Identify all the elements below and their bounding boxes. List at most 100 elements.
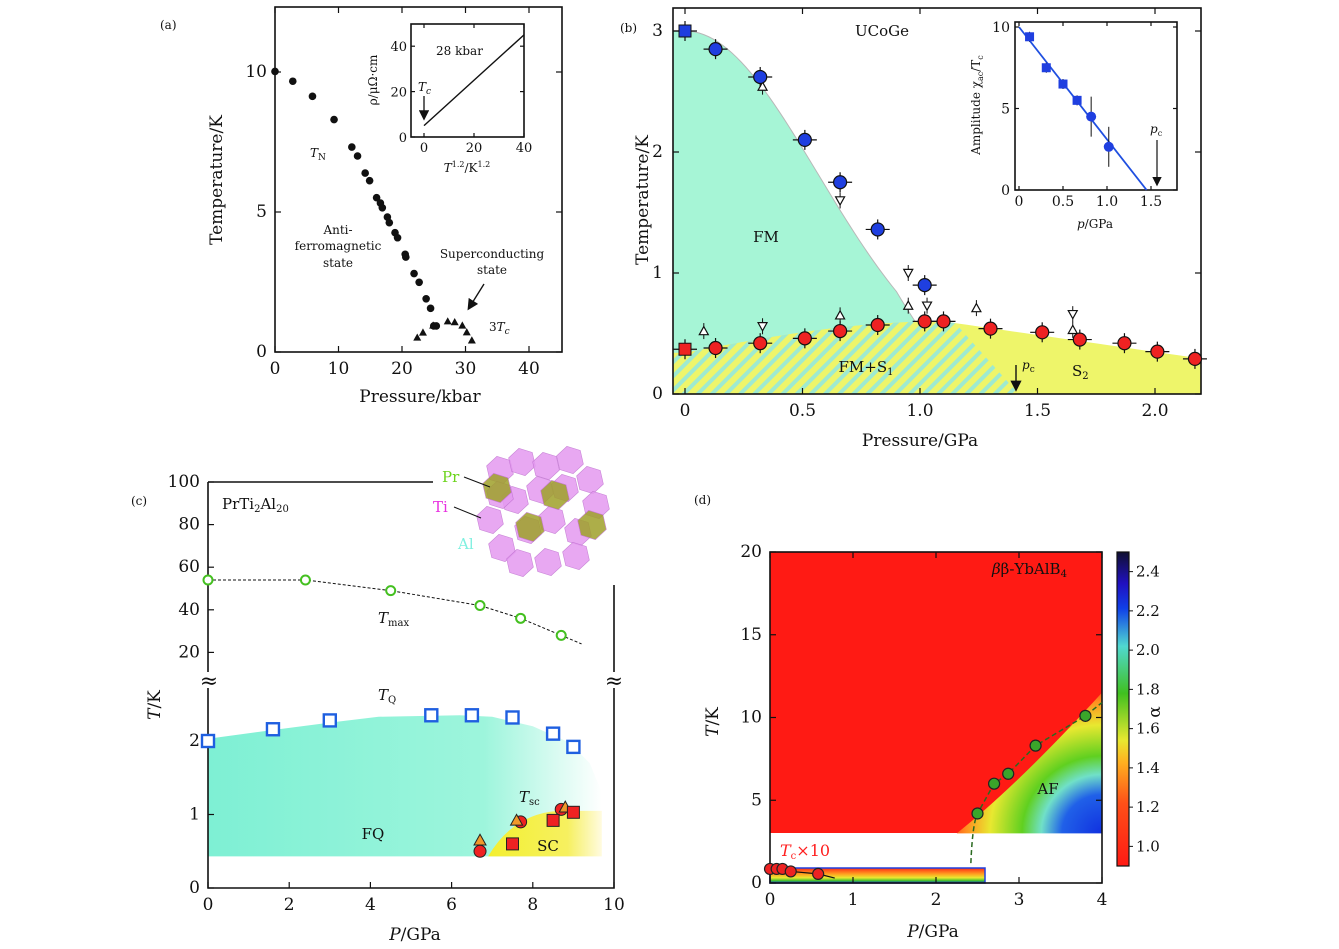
tq-point: [200, 733, 216, 749]
tn-point: [426, 304, 435, 313]
tn-point: [361, 169, 369, 177]
y-tick-label: 0: [256, 342, 267, 362]
x-tick-label: 0: [203, 895, 214, 915]
panel-c: (c) ≈ ≈ 0 2 4 6 8 10 20 40 60 80 100 0 1 2 Pr Ti Al P…: [131, 446, 628, 945]
tn-point: [422, 295, 430, 303]
tsc-point: [936, 314, 951, 329]
y-tick-label: 80: [178, 515, 200, 535]
label-tmax: Tmax: [378, 609, 409, 629]
y-axis-label-b: Temperature/K: [633, 135, 653, 265]
crystal-polyhedron: [577, 510, 607, 540]
x-tick-label: 20: [466, 141, 483, 156]
y-tick-label: 5: [1001, 102, 1010, 118]
tmax-point: [555, 629, 567, 641]
region-fq: [208, 715, 602, 857]
tsc-point: [983, 321, 998, 336]
crystal-polyhedron: [562, 542, 590, 570]
colorbar-tick-label: 1.6: [1136, 720, 1160, 738]
title-ucoge: UCoGe: [855, 22, 909, 40]
amplitude-point: [1103, 141, 1114, 152]
colorbar-tick-label: 1.0: [1136, 837, 1160, 855]
tmax-point: [202, 574, 214, 586]
inset-pc-label: pc: [1150, 122, 1163, 138]
x-tick-label: 1.0: [906, 401, 933, 421]
y-axis-label-d: T/K: [703, 707, 723, 737]
colorbar-tick-label: 2.2: [1136, 602, 1160, 620]
tsc-point: [797, 331, 812, 346]
x-tick-label: 1.0: [1096, 194, 1118, 210]
panel-label-d: (d): [694, 493, 711, 507]
x-axis-label-a: Pressure/kbar: [359, 387, 481, 407]
label-sc-2: state: [477, 263, 507, 277]
colorbar-label-alpha: α: [1145, 706, 1165, 718]
y-tick-label: 20: [740, 542, 762, 562]
x-tick-label: 10: [328, 359, 350, 379]
crystal-polyhedron: [534, 548, 562, 576]
inset-frame-b: [1014, 21, 1178, 191]
colorbar-tick-label: 1.4: [1136, 759, 1160, 777]
tmax-point: [385, 585, 397, 597]
tn-point: [402, 253, 410, 261]
heatmap-af-region: [956, 692, 1102, 834]
panel-label-b: (b): [620, 21, 637, 35]
x-tick-label: 20: [391, 359, 413, 379]
tn-point: [1002, 767, 1015, 780]
tcurie-point: [832, 175, 848, 190]
open-triangle-point: [921, 301, 933, 312]
y-tick-label: 0: [1001, 183, 1010, 199]
crystal-structure-image: [476, 446, 610, 577]
pr-pointer: [463, 476, 491, 488]
y-tick-label: 0: [751, 873, 762, 893]
tn-point: [348, 143, 356, 151]
crystal-label-pr: Pr: [442, 468, 460, 486]
y-tick-label: 2: [189, 731, 200, 751]
crystal-polyhedron: [515, 512, 545, 542]
tsc-circle-point: [473, 844, 487, 858]
colorbar-tick-label: 2.0: [1136, 641, 1160, 659]
x-tick-label: 40: [516, 141, 533, 156]
panel-a: (a) 0 10 20 30 40 0 5 10 Temperature/K Pressure…: [160, 6, 563, 407]
colorbar-tick-label: 1.8: [1136, 680, 1160, 698]
amplitude-point: [1072, 95, 1082, 105]
crystal-polyhedron: [506, 549, 534, 577]
tmax-point: [474, 600, 486, 612]
x-tick-label: 4: [365, 895, 376, 915]
title-prti2al20: PrTi2Al20: [222, 495, 289, 515]
open-triangle-point: [970, 302, 982, 313]
open-triangle-point: [834, 309, 846, 320]
tn-point: [308, 92, 317, 101]
sc-arrow: [467, 283, 485, 311]
tsc-point: [1035, 325, 1050, 340]
open-triangle-point: [834, 196, 846, 207]
y-tick-label: 0: [652, 384, 663, 404]
label-sc-1: Superconducting: [440, 247, 545, 261]
tn-point: [971, 807, 984, 820]
ti-pointer: [453, 506, 482, 519]
colorbar-tick-label: 1.2: [1136, 798, 1160, 816]
label-tq: TQ: [378, 686, 396, 706]
plot-frame-a: [274, 6, 563, 353]
y-tick-label: 40: [178, 600, 200, 620]
tmax-point: [299, 574, 311, 586]
y-tick-label: 0: [189, 878, 200, 898]
tc-triangle-point: [418, 328, 427, 336]
label-afm-2: ferromagnetic: [295, 239, 382, 253]
y-tick-label: 5: [751, 790, 762, 810]
label-af: AF: [1036, 780, 1058, 798]
tsc-square-point: [546, 813, 560, 827]
crystal-label-ti: Ti: [433, 498, 448, 516]
tn-point: [415, 278, 423, 287]
tsc-point: [678, 342, 692, 356]
tn-point: [372, 193, 381, 202]
tc-triangle-point: [413, 333, 422, 341]
x-tick-label: 40: [518, 359, 540, 379]
label-fm: FM: [753, 228, 779, 246]
tsc-triangle-point: [473, 833, 487, 846]
x-tick-label: 1.5: [1024, 401, 1051, 421]
tcurie-point: [678, 24, 692, 38]
label-s2: S2: [1072, 362, 1089, 382]
inset-x-label-a: T1.2/K1.2: [444, 160, 491, 175]
open-triangle-point: [757, 322, 769, 332]
